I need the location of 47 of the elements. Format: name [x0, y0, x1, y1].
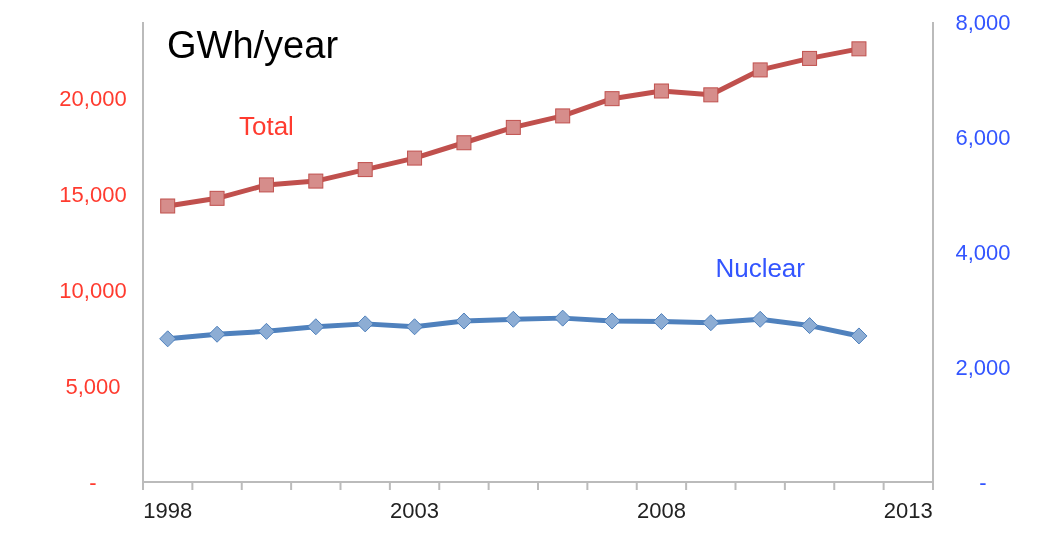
point [504, 310, 522, 328]
x-tick-label: 1998 [143, 498, 193, 523]
point [752, 62, 768, 78]
point [456, 135, 472, 151]
point [703, 87, 719, 103]
series-label: Nuclear [715, 253, 806, 284]
point [652, 313, 670, 331]
point [159, 330, 177, 348]
point [604, 91, 620, 107]
y-tick-label: 15,000 [59, 182, 127, 208]
point [802, 50, 818, 66]
point [653, 83, 669, 99]
x-tick-label: 2003 [390, 498, 440, 523]
point [603, 312, 621, 330]
x-tick-label: 2013 [883, 498, 933, 523]
y2-tick-label: 2,000 [955, 354, 1011, 380]
point [850, 327, 868, 345]
point [851, 41, 867, 57]
point [308, 173, 324, 189]
point [208, 325, 226, 343]
point [356, 315, 374, 333]
y2-tick-label: 4,000 [955, 239, 1011, 265]
point [258, 177, 274, 193]
chart-title: GWh/year [167, 24, 339, 66]
point [555, 108, 571, 124]
y-tick-label: 5,000 [65, 373, 121, 399]
y-tick-label: - [89, 469, 97, 495]
point [257, 322, 275, 340]
y2-tick-label: 8,000 [955, 9, 1011, 35]
y-tick-label: 20,000 [59, 86, 127, 112]
point [702, 314, 720, 332]
point [751, 310, 769, 328]
point [407, 150, 423, 166]
point [455, 312, 473, 330]
point [554, 309, 572, 327]
point [406, 318, 424, 336]
y2-tick-label: - [979, 469, 987, 495]
point [307, 318, 325, 336]
x-tick-label: 2008 [636, 498, 686, 523]
point [160, 198, 176, 214]
point [801, 317, 819, 335]
point [357, 162, 373, 178]
y2-tick-label: 6,000 [955, 124, 1011, 150]
point [505, 119, 521, 135]
series-label: Total [238, 110, 294, 141]
point [209, 190, 225, 206]
y-tick-label: 10,000 [59, 278, 127, 304]
